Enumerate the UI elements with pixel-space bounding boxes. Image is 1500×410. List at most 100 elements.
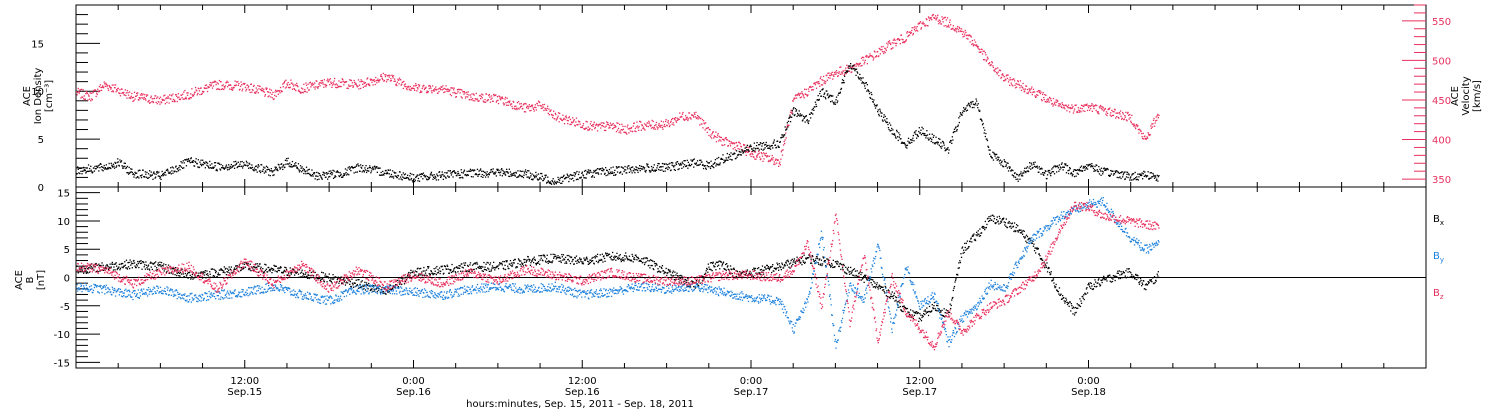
density-series-point	[444, 176, 447, 178]
velocity-series-point	[473, 94, 475, 96]
density-series-point	[605, 174, 607, 177]
velocity-series-point	[221, 88, 223, 90]
density-series-point	[1026, 170, 1028, 172]
velocity-series-point	[825, 81, 827, 83]
velocity-series-point	[1089, 105, 1091, 107]
velocity-series-point	[560, 118, 562, 120]
velocity-series-point	[662, 121, 665, 123]
density-series-point	[536, 178, 539, 180]
density-series-point	[166, 169, 168, 171]
bx-series-point	[162, 265, 164, 267]
density-series-point	[712, 166, 714, 168]
bx-series-point	[389, 288, 391, 290]
density-series-point	[487, 176, 489, 178]
velocity-series-point	[638, 129, 640, 131]
velocity-series-point	[258, 88, 260, 90]
velocity-series-point	[673, 118, 675, 120]
velocity-series-point	[141, 94, 143, 96]
density-series-point	[996, 159, 998, 161]
velocity-series-point	[745, 151, 747, 154]
bx-series-point	[290, 273, 292, 275]
bx-series-point	[90, 267, 92, 269]
velocity-series-point	[507, 101, 509, 103]
velocity-series-point	[850, 66, 852, 69]
velocity-series-point	[906, 31, 909, 33]
bx-series-point	[294, 274, 296, 276]
velocity-series-point	[135, 95, 137, 97]
density-series-point	[873, 99, 875, 101]
velocity-series-point	[98, 91, 100, 93]
velocity-series-point	[227, 81, 229, 83]
bx-series-point	[305, 271, 307, 274]
bx-series-point	[516, 266, 519, 268]
velocity-series-point	[1039, 90, 1041, 92]
bx-series-point	[81, 269, 83, 271]
bx-series-point	[467, 264, 469, 267]
density-series-point	[814, 106, 816, 108]
velocity-series-point	[1006, 77, 1009, 79]
velocity-series-point	[397, 78, 399, 80]
density-series-point	[345, 172, 347, 174]
density-series-point	[349, 167, 351, 169]
density-series-point	[290, 164, 292, 166]
density-series-point	[442, 178, 444, 180]
bx-series-point	[483, 261, 485, 264]
velocity-series-point	[1043, 96, 1045, 99]
density-series-point	[896, 129, 898, 131]
density-series-point	[645, 171, 647, 173]
velocity-series-point	[375, 79, 377, 82]
velocity-series-point	[1131, 114, 1133, 117]
density-series-point	[752, 149, 754, 151]
velocity-series-point	[570, 121, 573, 123]
bx-series-point	[480, 267, 482, 270]
bx-series-point	[189, 271, 191, 273]
velocity-series-point	[1093, 107, 1095, 110]
velocity-series-point	[113, 84, 115, 86]
velocity-series-point	[916, 29, 918, 31]
velocity-series-point	[814, 82, 816, 84]
velocity-series-point	[190, 93, 192, 95]
density-series-point	[408, 179, 410, 181]
bx-series-point	[454, 267, 456, 269]
density-series-point	[147, 177, 149, 179]
velocity-series-point	[203, 91, 205, 93]
velocity-series-point	[292, 85, 295, 87]
density-series-point	[990, 156, 992, 158]
bx-series-point	[361, 286, 363, 288]
bx-series-point	[423, 274, 426, 276]
velocity-series-point	[184, 89, 186, 92]
velocity-series-point	[274, 91, 276, 93]
velocity-series-point	[603, 122, 605, 124]
density-series-point	[845, 72, 847, 74]
density-series-point	[662, 166, 664, 168]
velocity-series-point	[632, 125, 634, 127]
velocity-series-point	[297, 90, 300, 92]
density-series-point	[886, 121, 889, 123]
velocity-series-point	[568, 117, 570, 119]
bx-series-point	[522, 263, 524, 265]
velocity-series-point	[725, 137, 727, 139]
velocity-series-point	[704, 129, 706, 131]
velocity-series-point	[237, 84, 239, 86]
density-series-point	[751, 148, 753, 150]
density-series-point	[898, 136, 900, 138]
velocity-series-point	[853, 66, 855, 68]
velocity-series-point	[601, 125, 603, 127]
density-series-point	[82, 170, 84, 172]
density-series-point	[137, 176, 139, 178]
density-series-point	[890, 124, 892, 126]
velocity-series-point	[317, 87, 319, 89]
bx-series-point	[535, 264, 537, 266]
density-series-point	[85, 171, 87, 173]
density-series-point	[1124, 178, 1126, 180]
bx-series-point	[136, 263, 138, 266]
density-series-point	[643, 167, 646, 169]
velocity-series-point	[1056, 101, 1058, 103]
density-series-point	[367, 167, 369, 170]
velocity-tick-label: 400	[1432, 136, 1451, 147]
velocity-series-point	[85, 93, 87, 95]
velocity-series-point	[129, 96, 131, 99]
velocity-series-point	[647, 122, 649, 124]
density-series-point	[1064, 164, 1066, 166]
velocity-series-point	[180, 94, 183, 96]
